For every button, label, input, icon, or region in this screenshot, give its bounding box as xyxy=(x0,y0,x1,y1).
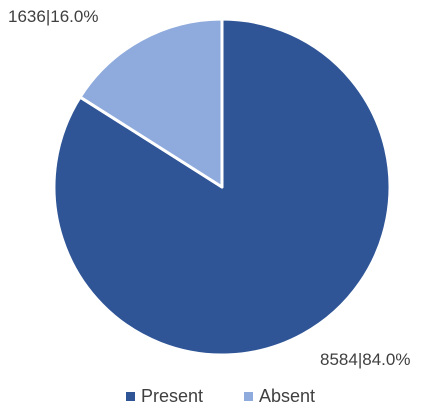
data-label-present: 8584|84.0% xyxy=(320,350,410,369)
legend-swatch-present xyxy=(126,392,135,401)
legend: Present Absent xyxy=(126,386,315,406)
legend-label-absent: Absent xyxy=(259,386,315,406)
pie-slices xyxy=(52,17,392,357)
legend-label-present: Present xyxy=(141,386,203,406)
data-label-absent: 1636|16.0% xyxy=(8,7,98,26)
pie-slice-absent xyxy=(78,17,224,189)
pie-slice-present xyxy=(52,17,392,357)
legend-swatch-absent xyxy=(244,392,253,401)
